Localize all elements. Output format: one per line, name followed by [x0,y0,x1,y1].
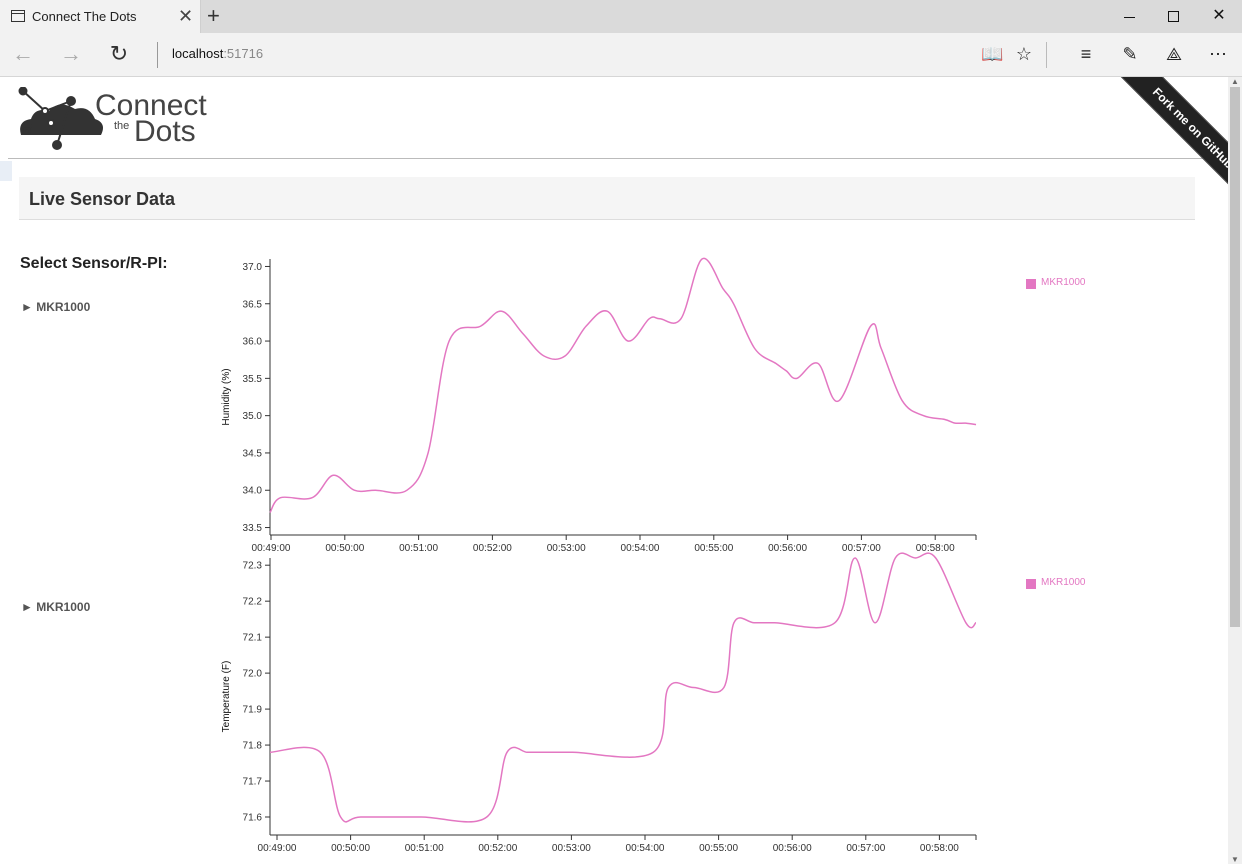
series-line-mkr1000 [269,257,977,514]
x-tick-label: 00:58:00 [916,543,955,554]
y-tick-label: 71.6 [243,813,263,824]
title-bar: Connect The Dots ✕ + ✕ [0,0,1242,33]
new-tab-icon[interactable]: + [207,3,220,28]
x-tick-label: 00:57:00 [842,543,881,554]
x-tick-label: 00:55:00 [694,543,733,554]
x-tick-label: 00:52:00 [478,843,517,854]
x-tick-label: 00:56:00 [768,543,807,554]
sensor-item-label: MKR1000 [36,600,91,614]
x-tick-label: 00:51:00 [405,843,444,854]
x-tick-label: 00:54:00 [626,843,665,854]
series-line-mkr1000 [269,552,977,823]
scroll-up-icon[interactable]: ▲ [1231,77,1239,86]
vertical-scrollbar[interactable]: ▲ ▼ [1228,77,1242,864]
address-port: :51716 [223,46,264,61]
close-tab-icon[interactable]: ✕ [178,6,194,26]
divider [157,42,158,68]
x-tick-label: 00:49:00 [258,843,297,854]
legend-label: MKR1000 [1041,577,1086,588]
y-tick-label: 37.0 [243,262,263,273]
y-tick-label: 35.5 [243,374,263,385]
x-tick-label: 00:58:00 [920,843,959,854]
browser-tab[interactable]: Connect The Dots ✕ [0,0,201,33]
y-axis-label: Humidity (%) [221,368,232,425]
logo-text-dots: Dots [134,115,196,148]
scroll-indicator [0,161,12,181]
x-tick-label: 00:53:00 [547,543,586,554]
sensor-item-mkr1000[interactable]: ► MKR1000 [21,300,91,314]
share-icon[interactable]: ⟁ [1165,44,1183,64]
hub-icon[interactable]: ≡ [1080,44,1092,64]
address-host: localhost [172,46,224,61]
x-tick-label: 00:57:00 [846,843,885,854]
y-tick-label: 36.5 [243,299,263,310]
x-tick-label: 00:49:00 [252,543,291,554]
page-content: Connect the Dots Fork me on GitHub Live … [0,77,1228,864]
y-tick-label: 36.0 [243,337,263,348]
connect-the-dots-logo-icon [18,87,103,150]
web-note-icon[interactable]: ✎ [1122,44,1138,64]
scroll-down-icon[interactable]: ▼ [1231,855,1239,864]
logo-text-connect: Connect [95,89,207,122]
tab-title: Connect The Dots [32,9,137,24]
more-options-icon[interactable]: ⋯ [1209,44,1227,64]
minimize-button[interactable] [1106,5,1152,29]
y-axis-label: Temperature (F) [221,661,232,733]
sensor-item-label: MKR1000 [36,300,91,314]
maximize-button[interactable] [1150,5,1196,29]
y-tick-label: 72.0 [243,669,263,680]
x-tick-label: 00:52:00 [473,543,512,554]
x-tick-label: 00:56:00 [773,843,812,854]
legend-label: MKR1000 [1041,277,1086,288]
y-tick-label: 71.9 [243,705,263,716]
y-tick-label: 34.5 [243,448,263,459]
y-tick-label: 33.5 [243,523,263,534]
y-tick-label: 72.3 [243,561,263,572]
scrollbar-thumb[interactable] [1230,87,1240,627]
panel-heading: Live Sensor Data [19,177,1195,220]
back-arrow-icon[interactable]: ← [12,41,34,66]
y-tick-label: 72.2 [243,597,263,608]
legend-swatch [1026,579,1036,589]
x-tick-label: 00:53:00 [552,843,591,854]
panel-title: Live Sensor Data [29,189,176,209]
y-tick-label: 35.0 [243,411,263,422]
x-tick-label: 00:55:00 [699,843,738,854]
x-tick-label: 00:50:00 [325,543,364,554]
x-tick-label: 00:54:00 [621,543,660,554]
address-bar[interactable]: localhost:51716 [172,46,263,61]
legend-swatch [1026,279,1036,289]
y-tick-label: 72.1 [243,633,263,644]
forward-arrow-icon[interactable]: → [60,41,82,66]
divider [1046,42,1047,68]
favorite-star-icon[interactable]: ☆ [1015,44,1033,64]
x-tick-label: 00:50:00 [331,843,370,854]
y-tick-label: 71.7 [243,777,263,788]
navigation-bar: ← → ↻ localhost:51716 📖 ☆ ≡ ✎ ⟁ ⋯ [0,33,1242,77]
close-window-button[interactable]: ✕ [1212,7,1226,24]
x-tick-label: 00:51:00 [399,543,438,554]
sensor-select-label: Select Sensor/R-PI: [20,255,168,272]
reading-view-icon[interactable]: 📖 [981,44,1004,64]
y-tick-label: 34.0 [243,486,263,497]
header-divider [8,158,1228,159]
refresh-icon[interactable]: ↻ [109,41,129,66]
page-icon [11,10,25,22]
sensor-item-mkr1000[interactable]: ► MKR1000 [21,600,91,614]
logo-text-the: the [114,120,130,132]
y-tick-label: 71.8 [243,741,263,752]
